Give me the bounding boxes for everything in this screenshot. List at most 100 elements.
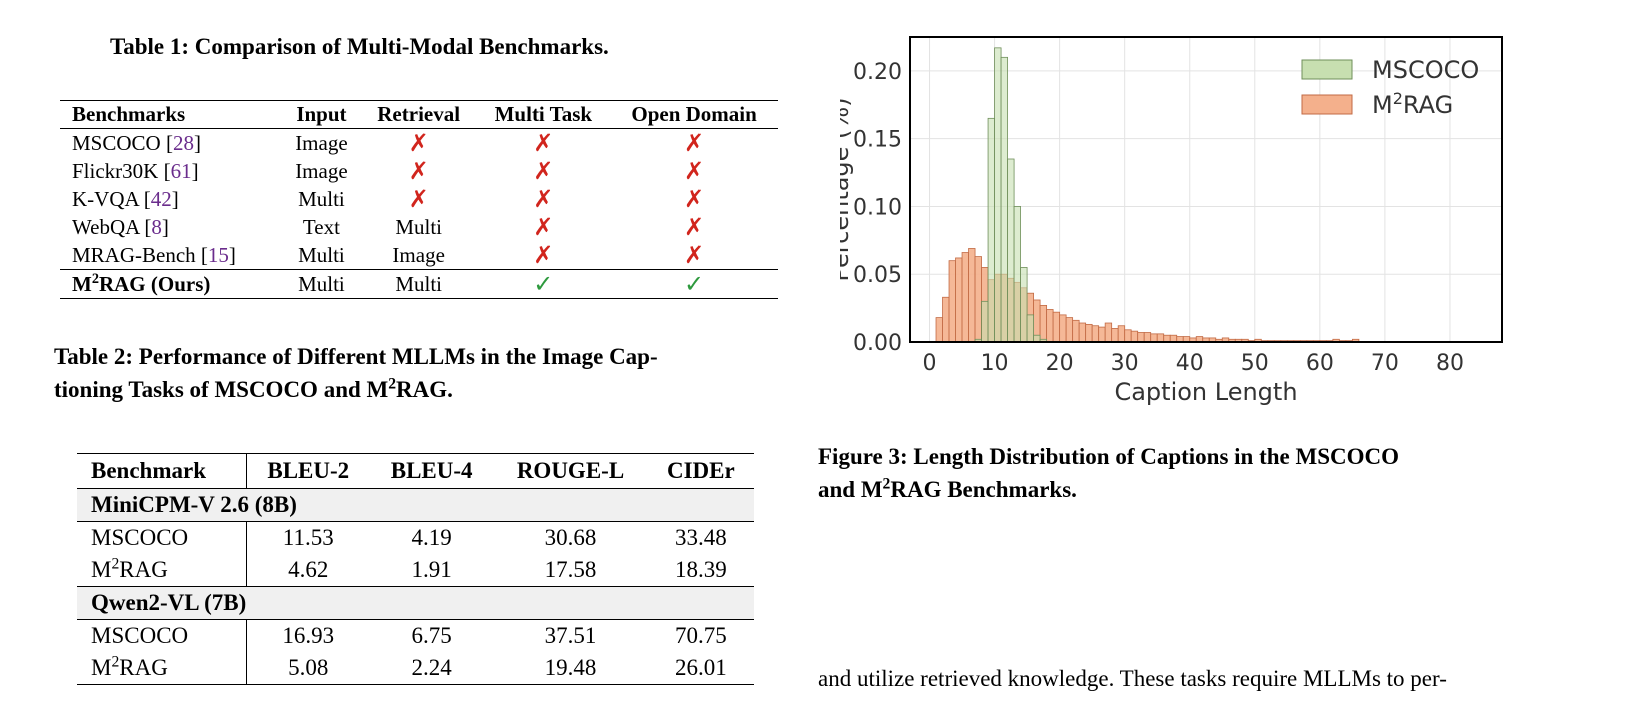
caption-length-histogram: 0 10 20 30 40 50 60 70 80 0.00 0.05 0.10 0.15 0.20 C… (840, 36, 1503, 406)
table-row: MSCOCO 16.93 6.75 37.51 70.75 (77, 619, 754, 652)
bar-m2rag (1052, 311, 1061, 343)
table2: Benchmark BLEU-2 BLEU-4 ROUGE-L CIDEr Mi… (77, 453, 754, 685)
cross-icon: ✗ (533, 185, 554, 213)
bar-m2rag (1098, 326, 1106, 343)
bar-m2rag (1072, 319, 1080, 343)
bar-mscoco (1000, 56, 1008, 343)
input-cell: Image (295, 131, 348, 155)
benchmark-name: MRAG-Bench [15] (72, 243, 236, 267)
table2-header-cider: CIDEr (647, 453, 754, 489)
rougel-cell: 19.48 (493, 652, 648, 685)
bleu4-cell: 6.75 (411, 623, 452, 648)
bleu2-cell: 5.08 (246, 652, 370, 685)
bar-mscoco (981, 300, 989, 343)
body-paragraph: and utilize retrieved knowledge. These t… (818, 666, 1447, 691)
bar-m2rag (1039, 304, 1048, 343)
cross-icon: ✗ (408, 157, 429, 185)
cross-icon: ✗ (533, 129, 554, 157)
y-axis-label: Percentage (%) (840, 97, 854, 281)
bar-mscoco (994, 47, 1002, 343)
table-row: MSCOCO [28] Image ✗ ✗ ✗ (60, 129, 778, 158)
x-tick-label: 60 (1306, 351, 1334, 376)
table-row: Flickr30K [61] Image ✗ ✗ ✗ (60, 157, 778, 185)
input-cell: Multi (298, 272, 345, 296)
citation-link[interactable]: 61 (170, 159, 192, 183)
x-tick-labels: 0 10 20 30 40 50 60 70 80 (923, 351, 1464, 376)
figure3-caption: Figure 3: Length Distribution of Caption… (818, 444, 1400, 502)
legend-swatch-m2rag (1301, 94, 1353, 115)
cider-cell: 18.39 (674, 557, 727, 582)
bar-m2rag (1085, 323, 1093, 343)
benchmark-name: WebQA [8] (72, 215, 169, 239)
legend: MSCOCO M2RAG (1301, 56, 1479, 119)
cross-icon: ✗ (684, 213, 705, 241)
table2-header-benchmark: Benchmark (77, 453, 247, 489)
bar-m2rag (1156, 333, 1165, 343)
bleu4-cell: 2.24 (369, 652, 494, 685)
bar-m2rag (968, 248, 976, 343)
benchmark-name: MSCOCO (77, 619, 247, 652)
bar-m2rag (1163, 334, 1171, 343)
table1: Benchmarks Input Retrieval Multi Task Op… (60, 100, 778, 299)
citation-link[interactable]: 28 (172, 131, 194, 155)
benchmark-name: M2RAG (77, 554, 247, 587)
bleu4-cell: 1.91 (411, 557, 452, 582)
benchmark-name: Flickr30K [61] (72, 159, 199, 183)
input-cell: Text (302, 215, 340, 239)
citation-link[interactable]: 42 (150, 187, 172, 211)
bleu2-cell: 4.62 (288, 557, 329, 582)
cider-cell: 26.01 (647, 652, 754, 685)
table1-header-open-domain: Open Domain (631, 102, 757, 126)
check-icon: ✓ (684, 270, 705, 298)
bar-m2rag (935, 317, 943, 343)
table-row: WebQA [8] Text Multi ✗ ✗ (60, 213, 778, 241)
x-tick-label: 20 (1046, 351, 1074, 376)
table-row: M2RAG 5.08 2.24 19.48 26.01 (77, 652, 754, 685)
input-cell: Multi (298, 187, 345, 211)
citation-link[interactable]: 8 (151, 215, 162, 239)
bar-m2rag (961, 252, 969, 343)
table1-header-retrieval: Retrieval (377, 102, 461, 126)
x-tick-label: 10 (981, 351, 1009, 376)
plot-frame (909, 36, 1503, 343)
bar-m2rag (1150, 333, 1158, 343)
input-cell: Image (295, 159, 348, 183)
benchmark-name: MSCOCO [28] (72, 131, 201, 155)
bar-m2rag (955, 257, 963, 343)
x-tick-label: 50 (1241, 351, 1269, 376)
input-cell: Multi (298, 243, 345, 267)
table1-header-row: Benchmarks Input Retrieval Multi Task Op… (60, 100, 778, 129)
y-tick-label: 0.05 (853, 263, 902, 288)
bar-m2rag (1130, 330, 1139, 343)
bar-m2rag (1078, 322, 1087, 343)
table-row: MRAG-Bench [15] Multi Image ✗ ✗ (60, 241, 778, 270)
bleu4-cell: 4.19 (411, 525, 452, 550)
table-row: MSCOCO 11.53 4.19 30.68 33.48 (77, 521, 754, 554)
y-tick-label: 0.00 (853, 331, 902, 356)
table-row-ours: M2RAG (Ours) Multi Multi ✓ ✓ (60, 269, 778, 299)
x-tick-label: 80 (1436, 351, 1464, 376)
model-group-row: Qwen2-VL (7B) (77, 586, 754, 620)
table1-caption: Table 1: Comparison of Multi-Modal Bench… (110, 34, 609, 59)
cross-icon: ✗ (684, 185, 705, 213)
bar-m2rag (1091, 325, 1100, 343)
bar-mscoco (1013, 206, 1021, 343)
bar-m2rag (1143, 332, 1152, 343)
table2-header-bleu4: BLEU-4 (369, 453, 494, 489)
cross-icon: ✗ (533, 157, 554, 185)
citation-link[interactable]: 15 (207, 243, 229, 267)
cross-icon: ✗ (533, 241, 554, 269)
cross-icon: ✗ (684, 241, 705, 269)
check-icon: ✓ (533, 270, 554, 298)
cross-icon: ✗ (533, 213, 554, 241)
cider-cell: 33.48 (674, 525, 727, 550)
rougel-cell: 30.68 (544, 525, 597, 550)
bar-mscoco (1026, 314, 1035, 343)
bar-mscoco (1020, 267, 1028, 343)
x-tick-label: 40 (1176, 351, 1204, 376)
retrieval-cell: Multi (395, 215, 442, 239)
bar-m2rag (948, 260, 956, 343)
bar-m2rag (974, 256, 982, 343)
benchmark-name: MSCOCO (77, 521, 247, 554)
legend-label-m2rag: M2RAG (1372, 89, 1453, 119)
